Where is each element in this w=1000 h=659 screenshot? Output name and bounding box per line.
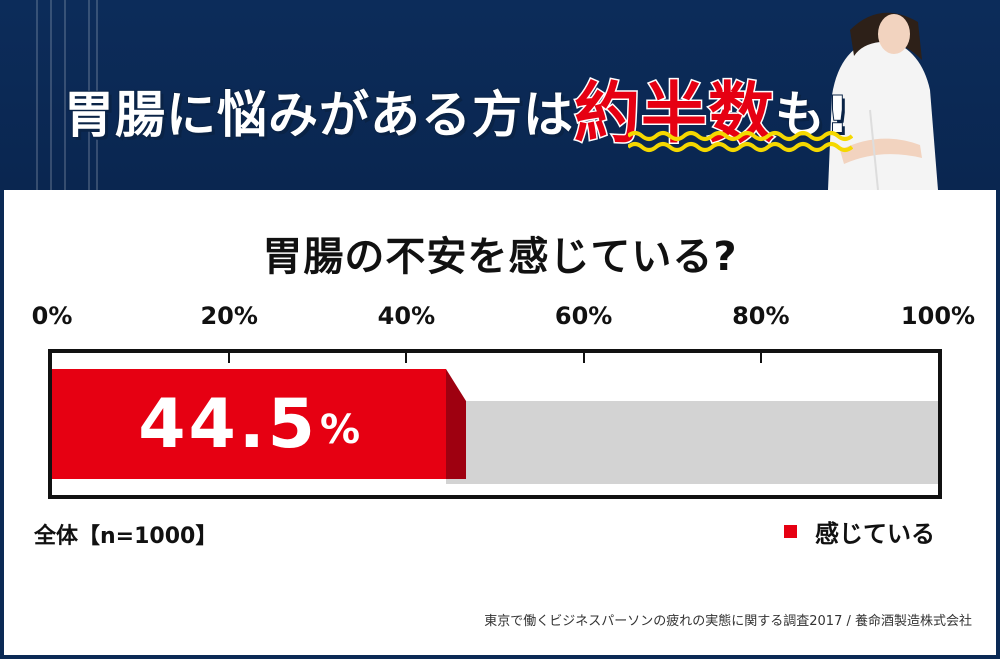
- gridline-stub: [759, 353, 762, 363]
- legend-label: 感じている: [815, 520, 935, 548]
- bar-value-number: 44.5: [138, 384, 318, 464]
- chart-panel: 胃腸の不安を感じている? 0% 20% 40% 60% 80% 100% 44.5% 全体…: [0, 190, 1000, 659]
- axis-tick-label: 0%: [31, 302, 73, 330]
- zigzag-underline: [628, 131, 853, 152]
- decor-line: [88, 0, 90, 190]
- bar-kanjiteiru: [52, 369, 447, 479]
- axis-tick-label: 20%: [200, 302, 258, 330]
- axis-tick-label: 80%: [732, 302, 790, 330]
- headline-part1: 胃腸に悩みがある方は: [63, 85, 574, 145]
- axis-tick-label: 40%: [377, 302, 436, 330]
- gridline-stub: [582, 353, 585, 363]
- legend-swatch: [784, 525, 797, 538]
- axis-tick-label: 60%: [554, 302, 613, 330]
- source-note: 東京で働くビジネスパーソンの疲れの実態に関する調査2017 / 養命酒製造株式会…: [484, 614, 972, 629]
- bar-value-label: 44.5%: [52, 369, 446, 479]
- chart-title: 胃腸の不安を感じている?: [262, 234, 738, 280]
- decor-line: [50, 0, 52, 190]
- decor-line: [64, 0, 66, 190]
- bar-value-unit: %: [319, 407, 361, 453]
- header-banner: 胃腸に悩みがある方は約半数も!: [0, 0, 1000, 190]
- axis-tick-label: 100%: [900, 302, 976, 330]
- sample-size-label: 全体【n=1000】: [34, 524, 218, 549]
- decor-line: [36, 0, 38, 190]
- legend: 感じている: [784, 514, 935, 549]
- gridline-stub: [405, 353, 408, 363]
- remainder-track: [446, 401, 938, 484]
- bar-3d-edge: [446, 369, 467, 479]
- gridline-stub: [228, 353, 231, 363]
- woman-photo: [828, 12, 938, 190]
- plot-area: 44.5%: [48, 349, 942, 499]
- decor-line: [96, 0, 98, 190]
